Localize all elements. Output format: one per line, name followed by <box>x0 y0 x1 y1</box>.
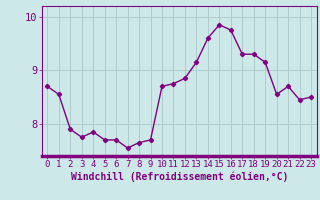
X-axis label: Windchill (Refroidissement éolien,°C): Windchill (Refroidissement éolien,°C) <box>70 172 288 182</box>
